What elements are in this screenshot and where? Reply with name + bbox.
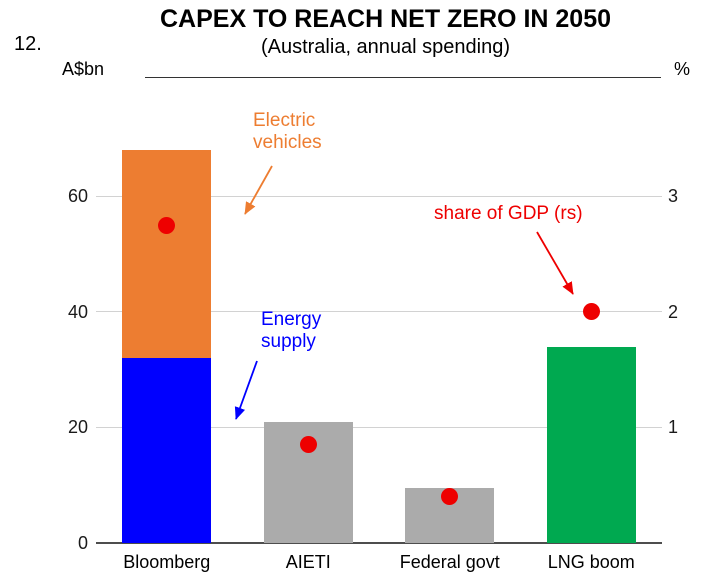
x-label-aieti: AIETI bbox=[285, 552, 331, 572]
x-label-federal-govt: Federal govt bbox=[399, 552, 500, 572]
right-tick-3: 3 bbox=[668, 186, 679, 207]
header-divider-line bbox=[145, 77, 661, 78]
annotation-energy-supply: Energy supply bbox=[261, 309, 322, 352]
right-tick-1: 1 bbox=[668, 417, 679, 438]
bar-bloomberg-energy-supply bbox=[122, 358, 212, 543]
chart-subtitle: (Australia, annual spending) bbox=[260, 36, 511, 58]
left-axis-unit-label: A$bn bbox=[62, 59, 105, 79]
right-tick-2: 2 bbox=[668, 301, 679, 322]
left-tick-20: 20 bbox=[67, 417, 88, 438]
gdp-dot-lng-boom bbox=[582, 303, 600, 321]
figure-number: 12. bbox=[14, 33, 42, 55]
gridline-20 bbox=[96, 426, 662, 428]
gdp-dot-federal-govt bbox=[441, 488, 459, 506]
x-label-bloomberg: Bloomberg bbox=[123, 552, 211, 572]
gridline-40 bbox=[96, 311, 662, 313]
left-tick-40: 40 bbox=[67, 301, 88, 322]
gdp-dot-bloomberg bbox=[158, 216, 176, 234]
bar-bloomberg-electric-vehicles bbox=[122, 150, 212, 359]
left-tick-0: 0 bbox=[77, 533, 88, 553]
x-label-lng-boom: LNG boom bbox=[547, 552, 635, 572]
left-tick-60: 60 bbox=[67, 186, 88, 207]
annotation-electric-vehicles: Electric vehicles bbox=[253, 110, 322, 153]
gridline-60 bbox=[96, 195, 662, 197]
chart-title: CAPEX TO REACH NET ZERO IN 2050 bbox=[159, 5, 612, 33]
x-axis-line bbox=[96, 542, 662, 544]
annotation-share-of-gdp: share of GDP (rs) bbox=[434, 203, 583, 224]
bar-lng-boom-total bbox=[546, 346, 636, 543]
gdp-dot-aieti bbox=[299, 436, 317, 454]
right-axis-unit-label: % bbox=[673, 59, 690, 79]
